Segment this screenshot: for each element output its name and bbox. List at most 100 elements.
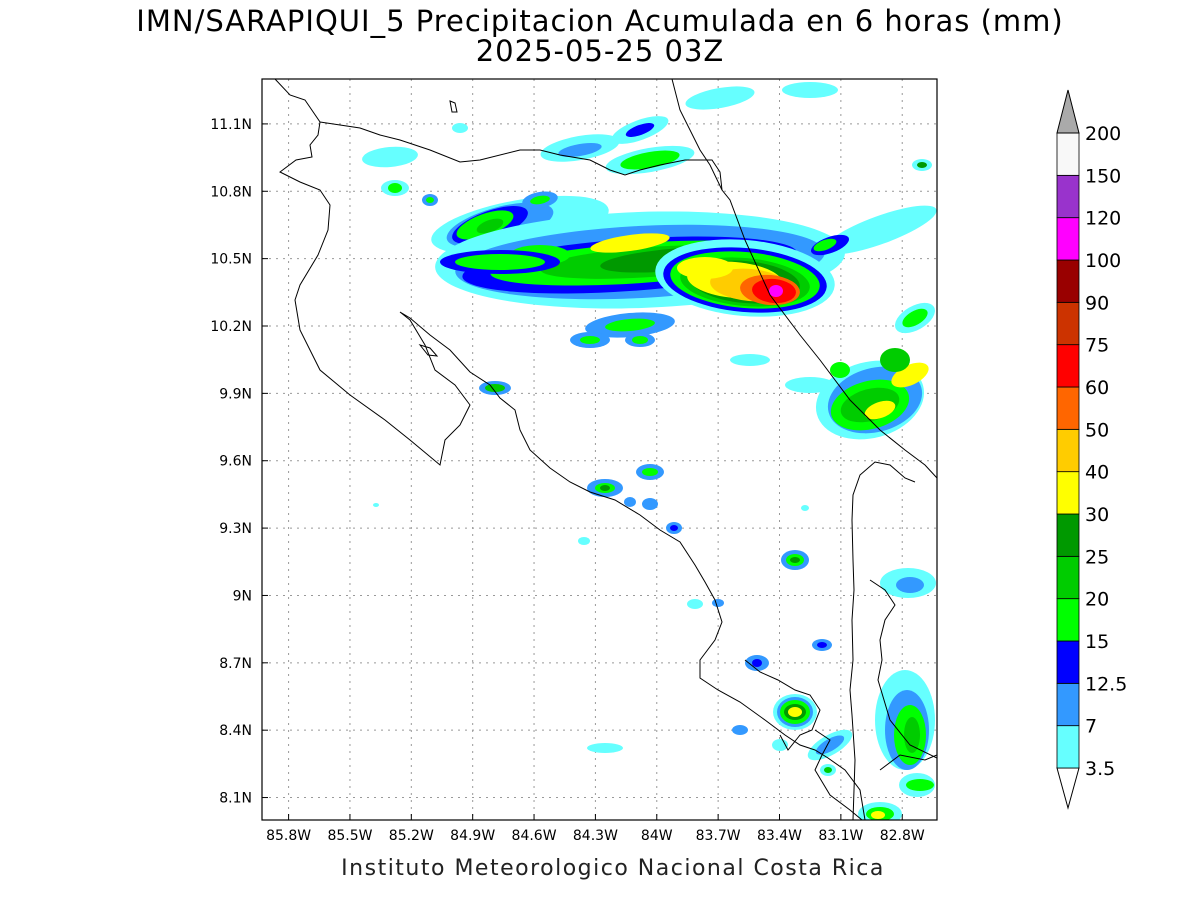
precipitation-cell [902,308,928,328]
lon-tick-label: 85.8W [266,828,311,844]
coastline [849,461,916,820]
lat-tick-label: 10.5N [210,252,252,268]
precipitation-cell [620,150,680,170]
lat-tick-label: 11.1N [210,117,252,133]
legend-label: 20 [1085,589,1109,611]
precipitation-cell [830,362,850,378]
precipitation-cell [362,146,418,168]
precipitation-cell [813,238,837,252]
precipitation-cell [455,254,545,270]
precipitation-cell [373,503,379,507]
precipitation-cell [642,498,658,510]
lon-tick-label: 84.6W [512,828,557,844]
legend-label: 100 [1085,250,1121,272]
precipitation-cell [605,318,655,332]
precipitation-cell [687,599,703,609]
precipitation-cell [712,599,724,607]
coastline [744,659,821,751]
lat-tick-label: 9.3N [219,521,252,537]
legend-swatch [1056,513,1080,557]
precipitation-cell [817,642,827,648]
precipitation-cell [624,497,636,507]
precipitation-cell [587,743,623,753]
lat-tick-label: 9N [233,588,252,604]
coastline [418,344,439,357]
precipitation-cell [625,123,655,137]
legend-label: 15 [1085,631,1109,653]
lat-tick-label: 10.8N [210,184,252,200]
legend-label: 50 [1085,419,1109,441]
lat-tick-label: 9.6N [219,454,252,470]
precipitation-cell [388,183,402,193]
legend-swatch [1056,471,1080,515]
legend-swatch [1056,555,1080,600]
legend-label: 30 [1085,504,1109,526]
color-legend: 3.5 7 12.5 15 20 25 30 40 50 60 75 90 100 120 150 200 [1056,89,1127,810]
precipitation-cell [452,123,468,133]
precipitation-cell [677,257,733,279]
legend-swatch [1056,132,1080,176]
coastline [814,729,863,820]
lon-tick-label: 83.7W [696,828,741,844]
lat-tick-label: 9.9N [219,386,252,402]
precipitation-cell [590,233,670,253]
precipitation-cell [580,336,600,344]
lat-tick-label: 8.7N [219,656,252,672]
precipitation-cell [600,485,610,491]
precipitation-cell [864,400,896,420]
precipitation-cell [530,195,550,205]
precipitation-cell [670,525,678,531]
precipitation-cell [632,336,648,344]
latitude-axis: 11.1N 10.8N 10.5N 10.2N 9.9N 9.6N 9.3N 9N 8.7N 8.… [210,117,252,807]
legend-swatch [1056,344,1080,388]
lon-tick-label: 83.4W [757,828,802,844]
precipitation-cell [788,707,802,717]
precipitation-cell [642,468,658,476]
precipitation-cell [871,811,885,819]
legend-label: 90 [1085,292,1109,314]
precipitation-cell [426,197,434,203]
legend-label: 75 [1085,335,1109,357]
precipitation-cell [578,537,590,545]
lon-tick-label: 84W [641,828,673,844]
institution-credit: Instituto Meteorologico Nacional Costa R… [341,856,885,881]
precipitation-cell [476,218,504,234]
legend-label: 60 [1085,377,1109,399]
lon-tick-label: 83.1W [818,828,863,844]
map-valid-time: 2025-05-25 03Z [475,34,725,68]
legend-label: 25 [1085,546,1109,568]
legend-label: 150 [1085,165,1121,187]
coastline [449,100,458,113]
precipitation-cell [917,162,927,168]
longitude-axis: 85.8W 85.5W 85.2W 84.9W 84.6W 84.3W 84W 83.7W 83… [266,828,925,844]
legend-swatch [1056,386,1080,430]
precipitation-cell [732,725,748,735]
legend-swatch [1056,682,1080,727]
lon-tick-label: 82.8W [880,828,925,844]
map-title: IMN/SARAPIQUI_5 Precipitacion Acumulada … [136,4,1064,38]
map-gridlines [262,79,937,820]
legend-swatch [1056,725,1080,769]
legend-label: 12.5 [1085,673,1127,695]
precipitation-cell [824,767,832,773]
legend-swatch [1056,640,1080,684]
legend-label: 120 [1085,208,1121,230]
legend-overflow-arrow [1056,89,1080,134]
legend-swatch [1056,428,1080,473]
legend-label: 40 [1085,462,1109,484]
coastline-borders [274,79,937,820]
legend-swatch [1056,598,1080,642]
legend-swatch [1056,217,1080,261]
precipitation-cell [815,735,845,755]
lat-tick-label: 10.2N [210,319,252,335]
coastline [274,79,866,820]
precipitation-cell [906,779,934,791]
legend-label: 7 [1085,716,1097,738]
precipitation-cell [904,717,920,753]
precipitation-cell [685,86,755,110]
precipitation-cell [558,142,602,158]
coastline [319,121,723,191]
lon-tick-label: 84.9W [450,828,495,844]
legend-underflow-arrow [1056,767,1080,810]
precipitation-cell [880,348,910,372]
